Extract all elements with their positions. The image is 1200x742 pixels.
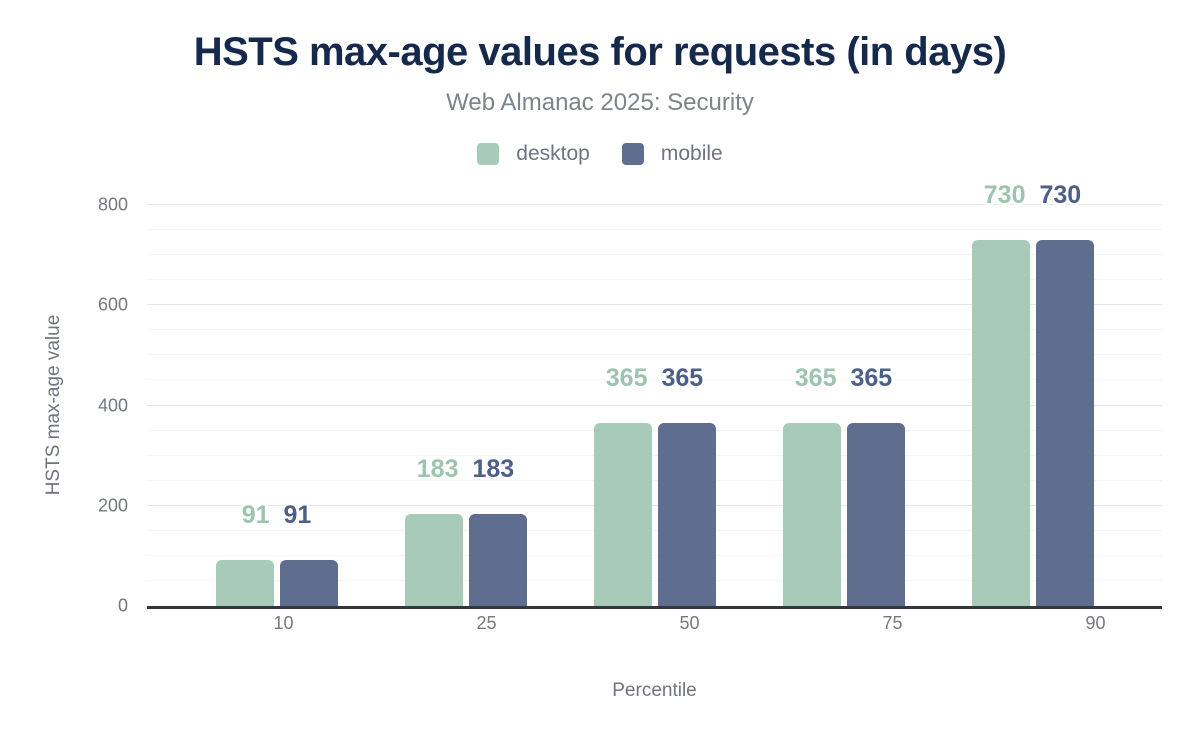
bar-value-label-desktop-p75: 365 — [794, 364, 837, 393]
bar-value-labels-p25: 183 183 — [341, 456, 590, 482]
bar-value-label-mobile-p10: 91 — [283, 501, 312, 530]
gridline-minor-500 — [147, 354, 1162, 356]
gridline-minor-300 — [147, 454, 1162, 456]
bar-value-label-mobile-p75: 365 — [850, 364, 893, 393]
legend-item-mobile: mobile — [621, 142, 723, 166]
bar-value-label-desktop-p10: 91 — [241, 501, 270, 530]
gridline-minor-450 — [147, 379, 1162, 381]
legend: desktop mobile — [0, 142, 1200, 166]
bar-desktop-p25[interactable] — [404, 514, 463, 606]
gridline-minor-700 — [147, 254, 1162, 256]
bar-desktop-p50[interactable] — [593, 423, 652, 606]
gridline-major-200 — [147, 504, 1162, 506]
legend-swatch-mobile — [621, 143, 644, 165]
gridline-minor-250 — [147, 479, 1162, 481]
x-tick-label-10: 10 — [273, 613, 294, 633]
gridline-minor-550 — [147, 329, 1162, 331]
plot-area: 91 91 183 183 365 365 365 365 730 730 — [147, 182, 1162, 609]
bar-value-labels-p50: 365 365 — [530, 365, 779, 391]
y-tick-label-600: 600 — [97, 294, 128, 315]
gridline-minor-350 — [147, 429, 1162, 431]
bar-value-label-mobile-p90: 730 — [1039, 181, 1082, 210]
x-tick-label-25: 25 — [476, 613, 497, 633]
gridline-minor-750 — [147, 229, 1162, 231]
bar-value-label-mobile-p50: 365 — [661, 364, 704, 393]
chart-title: HSTS max-age values for requests (in day… — [193, 30, 1007, 74]
bar-desktop-p90[interactable] — [971, 240, 1030, 606]
bar-desktop-p75[interactable] — [782, 423, 841, 606]
bar-value-labels-p10: 91 91 — [152, 502, 401, 528]
y-tick-label-0: 0 — [117, 595, 128, 616]
bar-value-labels-p75: 365 365 — [719, 365, 968, 391]
bar-value-label-desktop-p90: 730 — [983, 181, 1026, 210]
bar-group-p90: 730 730 — [938, 182, 1127, 606]
bar-mobile-p25[interactable] — [468, 514, 527, 606]
x-tick-label-90: 90 — [1085, 613, 1106, 633]
bar-group-p50: 365 365 — [560, 205, 749, 606]
gridline-minor-100 — [147, 554, 1162, 556]
gridline-major-600 — [147, 304, 1162, 306]
y-tick-label-200: 200 — [97, 495, 128, 516]
bar-desktop-p10[interactable] — [215, 560, 274, 606]
bar-group-p75: 365 365 — [749, 205, 938, 606]
legend-item-desktop: desktop — [477, 142, 590, 166]
legend-swatch-desktop — [477, 143, 500, 165]
gridline-major-400 — [147, 404, 1162, 406]
bar-group-p10: 91 91 — [182, 205, 371, 606]
x-axis-ticks: 10 25 50 75 90 — [147, 613, 1200, 634]
bar-mobile-p50[interactable] — [657, 423, 716, 606]
gridline-minor-150 — [147, 529, 1162, 531]
bar-mobile-p90[interactable] — [1035, 240, 1094, 606]
bar-value-label-desktop-p25: 183 — [416, 455, 459, 484]
bar-mobile-p75[interactable] — [846, 423, 905, 606]
y-axis-ticks: 0 200 400 600 800 — [0, 195, 128, 616]
y-tick-label-800: 800 — [97, 194, 128, 215]
y-tick-label-400: 400 — [97, 395, 128, 415]
x-tick-label-75: 75 — [882, 613, 903, 633]
x-axis-title: Percentile — [612, 680, 697, 701]
legend-label-desktop: desktop — [516, 142, 590, 165]
legend-label-mobile: mobile — [660, 142, 723, 165]
x-tick-label-50: 50 — [679, 613, 700, 633]
bar-value-label-desktop-p50: 365 — [605, 364, 648, 393]
chart-subtitle: Web Almanac 2025: Security — [446, 89, 754, 116]
bar-mobile-p10[interactable] — [279, 560, 338, 606]
bar-groups: 91 91 183 183 365 365 365 365 730 730 — [147, 182, 1162, 606]
bar-value-label-mobile-p25: 183 — [472, 455, 515, 484]
bar-group-p25: 183 183 — [371, 205, 560, 606]
gridline-major-800 — [147, 204, 1162, 205]
gridline-minor-650 — [147, 279, 1162, 281]
bar-value-labels-p90: 730 730 — [908, 182, 1157, 208]
gridline-minor-50 — [147, 579, 1162, 581]
